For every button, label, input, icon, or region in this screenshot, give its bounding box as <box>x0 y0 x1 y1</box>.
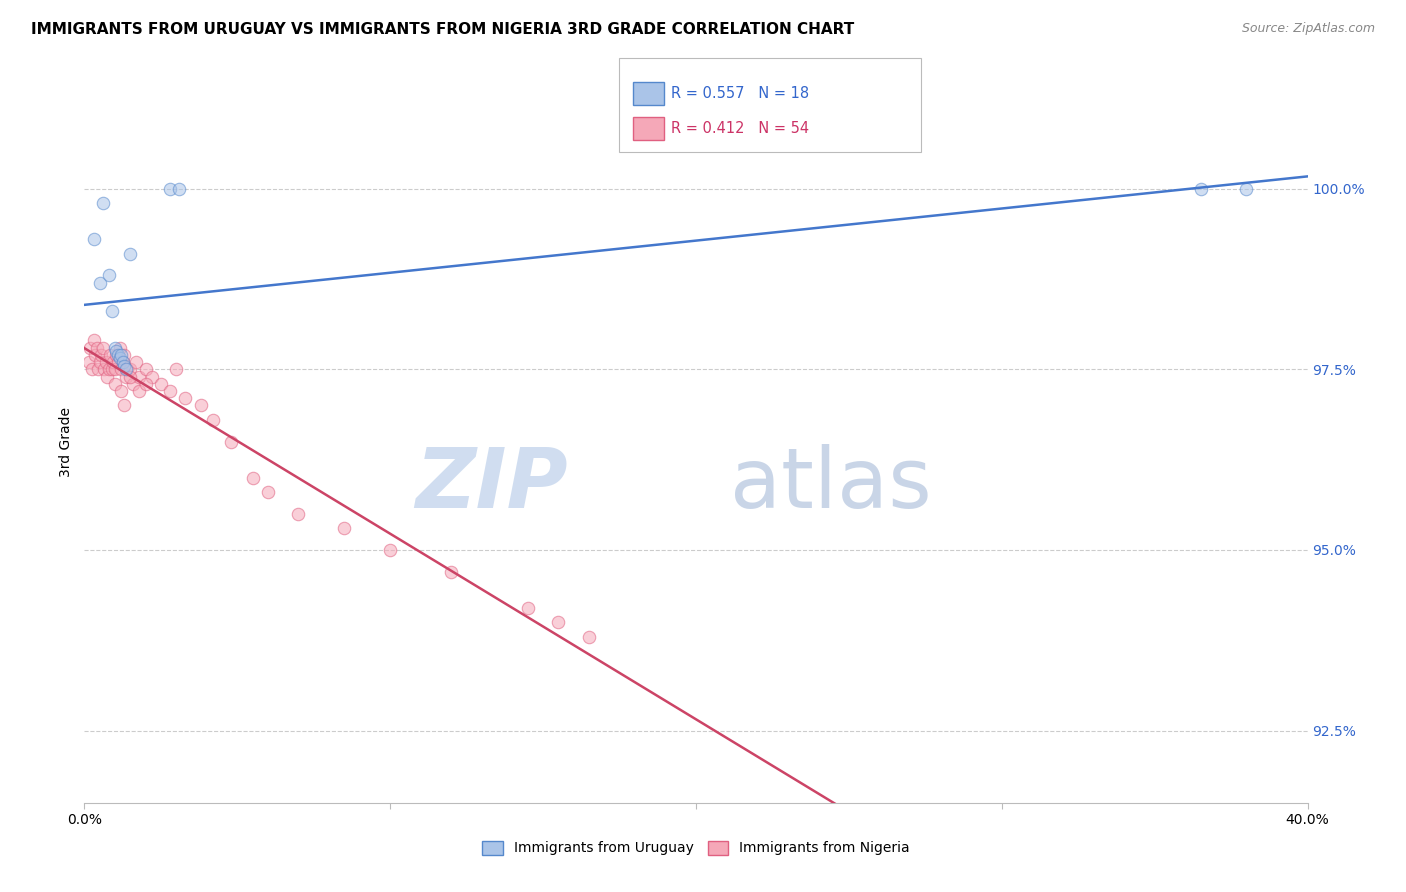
Point <box>242 471 264 485</box>
Point <box>104 376 127 391</box>
Point <box>111 355 134 369</box>
Point <box>108 351 131 366</box>
Point <box>1189 182 1212 196</box>
Point <box>287 507 309 521</box>
Point <box>159 182 181 196</box>
Point <box>103 355 125 369</box>
Point <box>110 348 132 362</box>
Point <box>120 362 142 376</box>
Point <box>110 362 132 376</box>
Point <box>257 485 280 500</box>
Point <box>219 434 242 449</box>
Point <box>125 355 148 369</box>
Text: atlas: atlas <box>730 444 931 525</box>
Point <box>333 521 356 535</box>
Point <box>122 376 145 391</box>
Point <box>105 348 128 362</box>
Point <box>107 355 129 369</box>
Point <box>89 276 111 290</box>
Point <box>174 391 197 405</box>
Text: ZIP: ZIP <box>415 444 568 525</box>
Point <box>94 355 117 369</box>
Point <box>120 246 142 260</box>
Point <box>114 362 136 376</box>
Point <box>79 341 101 355</box>
Point <box>120 369 142 384</box>
Point <box>165 362 187 376</box>
Text: R = 0.557   N = 18: R = 0.557 N = 18 <box>671 86 808 101</box>
Text: IMMIGRANTS FROM URUGUAY VS IMMIGRANTS FROM NIGERIA 3RD GRADE CORRELATION CHART: IMMIGRANTS FROM URUGUAY VS IMMIGRANTS FR… <box>31 22 855 37</box>
Point <box>112 348 135 362</box>
Point <box>90 348 112 362</box>
Point <box>516 600 538 615</box>
Point <box>149 376 172 391</box>
Point <box>91 341 114 355</box>
Point <box>135 376 157 391</box>
Point <box>107 348 129 362</box>
Point <box>91 196 114 211</box>
Point <box>167 182 190 196</box>
Point <box>87 362 110 376</box>
Point <box>104 362 127 376</box>
Point <box>101 362 124 376</box>
Point <box>112 398 135 412</box>
Text: R = 0.412   N = 54: R = 0.412 N = 54 <box>671 120 808 136</box>
Point <box>98 348 121 362</box>
Point <box>101 304 124 318</box>
Point <box>108 341 131 355</box>
Point <box>128 369 150 384</box>
Point <box>380 543 402 558</box>
Text: Source: ZipAtlas.com: Source: ZipAtlas.com <box>1241 22 1375 36</box>
Point <box>104 341 127 355</box>
Point <box>440 565 463 579</box>
Point <box>84 348 107 362</box>
Point <box>86 341 108 355</box>
Point <box>578 630 600 644</box>
Point <box>190 398 212 412</box>
Point <box>97 268 120 283</box>
Point <box>89 355 111 369</box>
Point <box>114 369 136 384</box>
Legend: Immigrants from Uruguay, Immigrants from Nigeria: Immigrants from Uruguay, Immigrants from… <box>477 835 915 861</box>
Point <box>93 362 115 376</box>
Point <box>159 384 181 398</box>
Point <box>201 413 224 427</box>
Point <box>112 359 135 373</box>
Point <box>83 232 105 246</box>
Point <box>83 334 105 348</box>
Point <box>547 615 569 630</box>
Point <box>111 355 134 369</box>
Point <box>77 355 100 369</box>
Point <box>97 362 120 376</box>
Point <box>110 384 132 398</box>
Point <box>80 362 103 376</box>
Point <box>1236 182 1258 196</box>
Point <box>141 369 163 384</box>
Point <box>105 344 128 359</box>
Y-axis label: 3rd Grade: 3rd Grade <box>59 407 73 476</box>
Point <box>115 362 138 376</box>
Point <box>128 384 150 398</box>
Point <box>135 362 157 376</box>
Point <box>96 369 118 384</box>
